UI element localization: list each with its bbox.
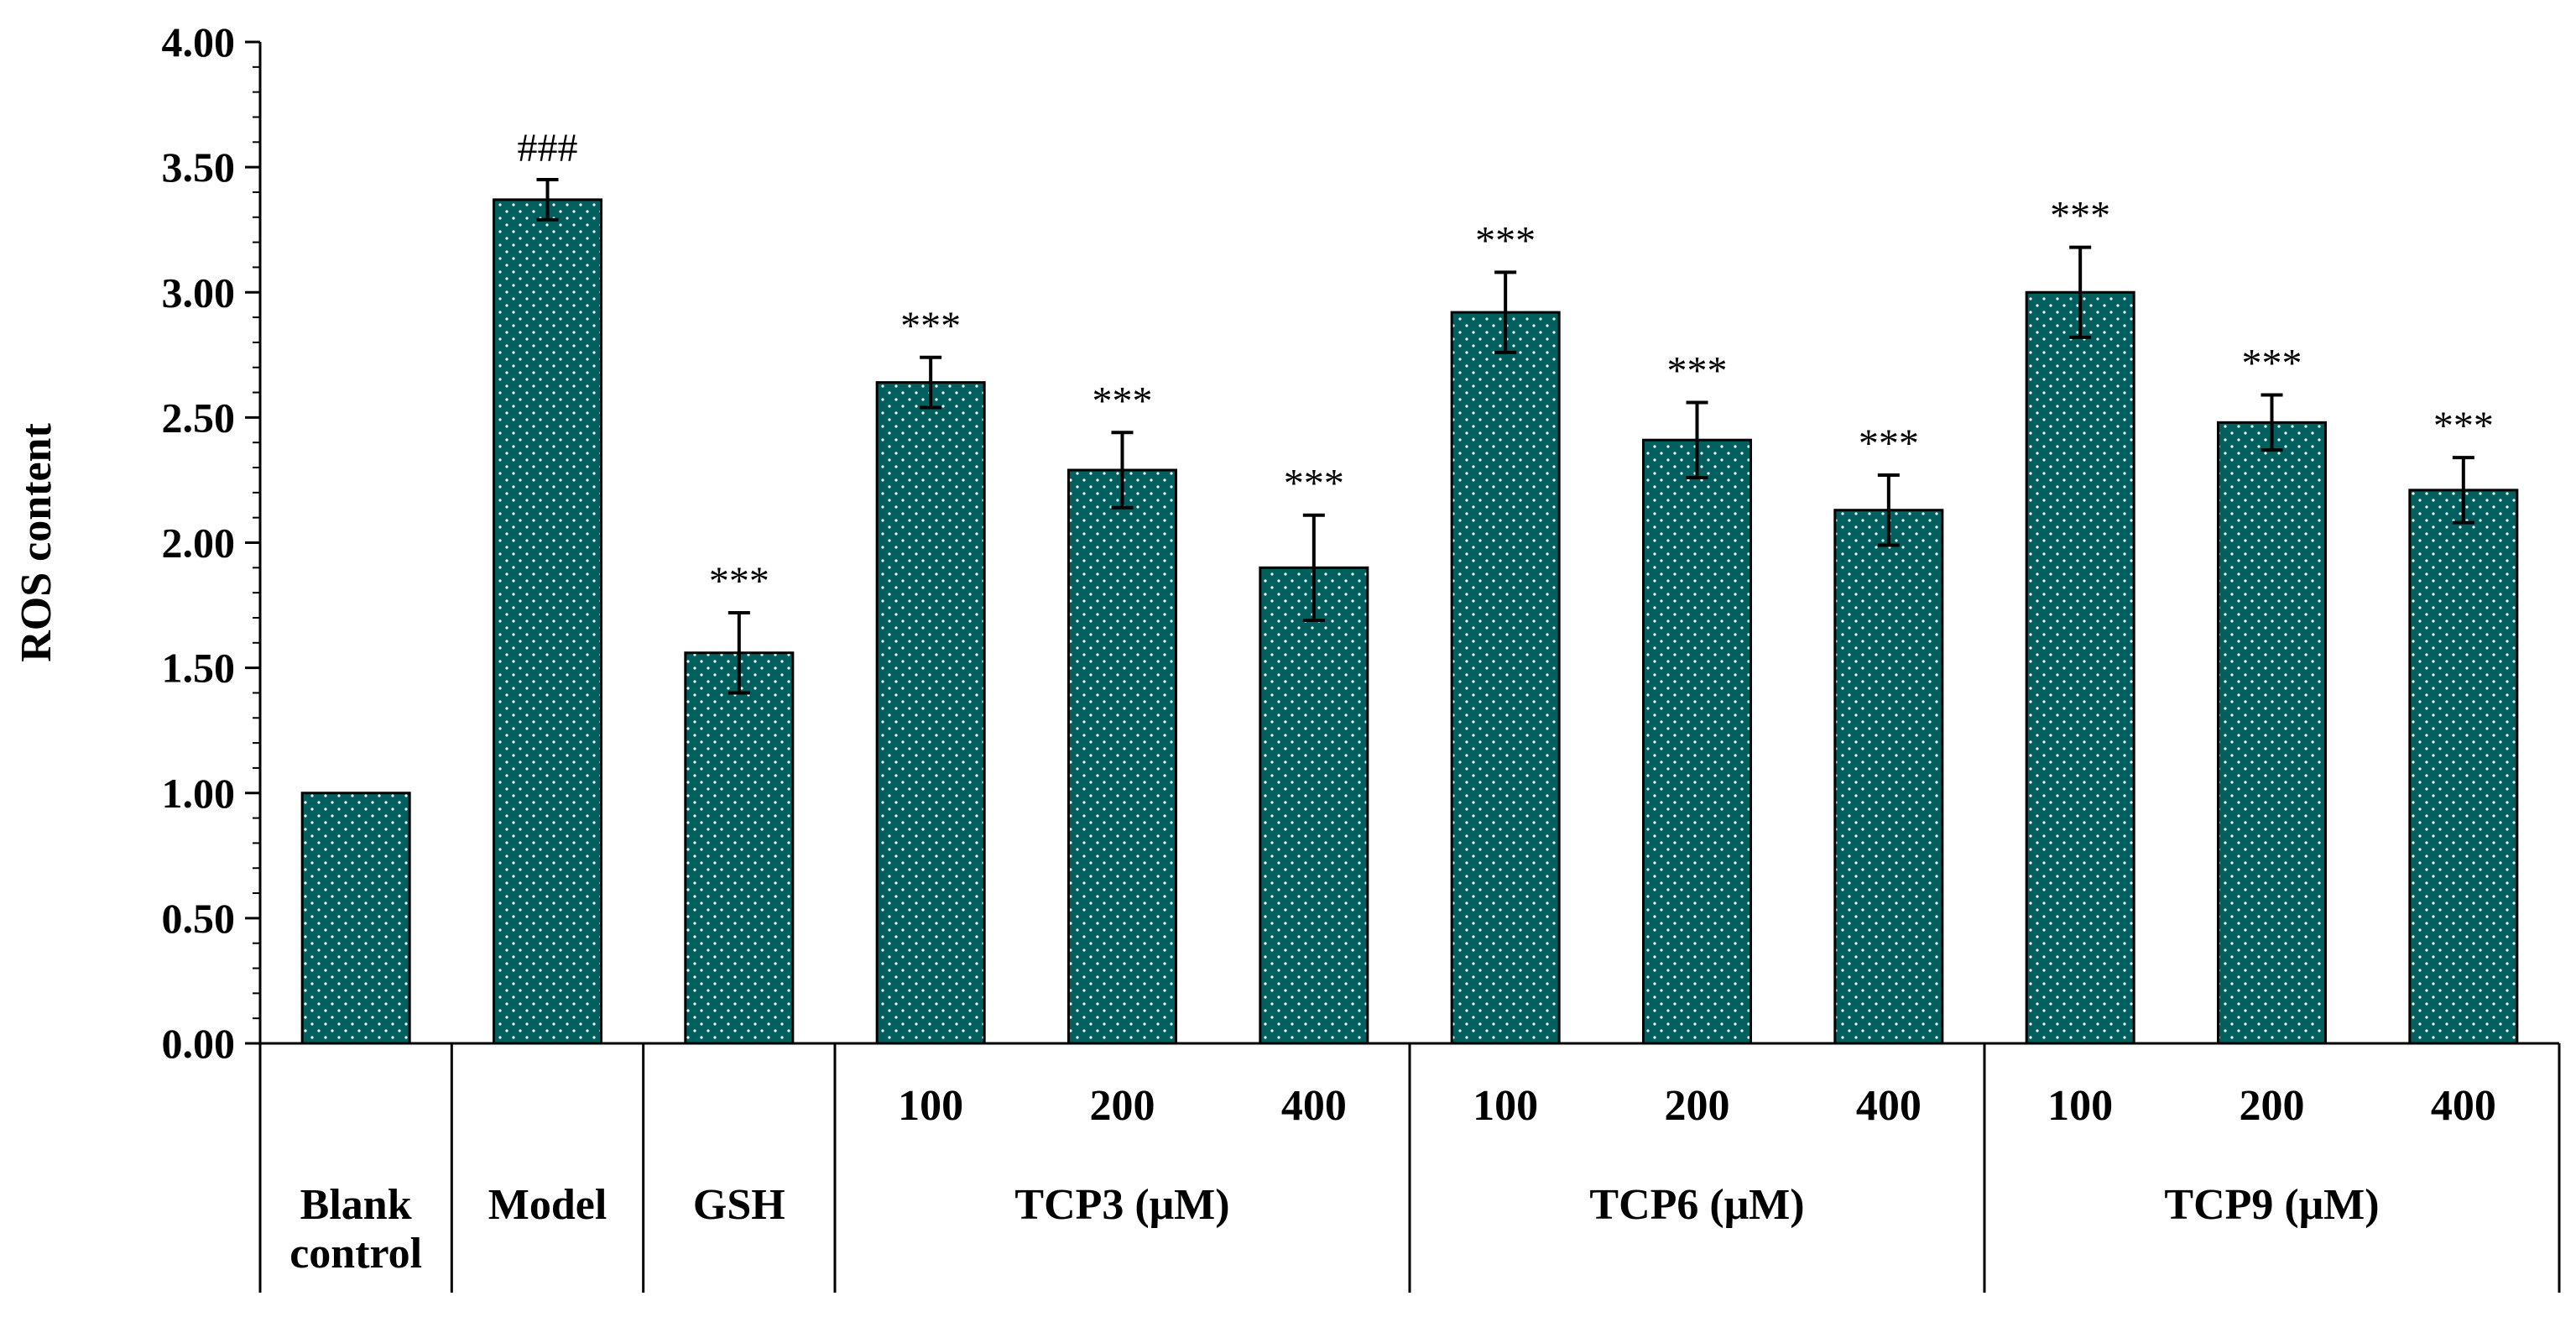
bar [2408, 489, 2519, 1045]
concentration-label: 400 [1856, 1082, 1922, 1130]
significance-label: *** [709, 559, 769, 604]
y-tick-label: 1.00 [162, 770, 236, 817]
significance-label: *** [1667, 348, 1728, 393]
y-tick-label: 0.00 [162, 1020, 236, 1067]
significance-label: *** [1475, 218, 1536, 263]
bar [1833, 509, 1944, 1045]
concentration-label: 400 [1281, 1082, 1347, 1130]
bar [493, 198, 602, 1045]
group-label: TCP3 (μM) [1014, 1181, 1229, 1229]
bar [684, 651, 795, 1045]
group-label: TCP9 (μM) [2164, 1181, 2379, 1229]
concentration-label: 400 [2431, 1082, 2496, 1130]
concentration-label: 200 [1090, 1082, 1155, 1130]
concentration-label: 100 [1473, 1082, 1538, 1130]
category-label: control [289, 1230, 422, 1278]
significance-label: *** [1284, 462, 1344, 506]
y-tick-label: 4.00 [162, 18, 236, 65]
category-label: GSH [693, 1181, 785, 1229]
bar [1642, 438, 1752, 1045]
y-tick-label: 2.00 [162, 520, 236, 567]
bar [300, 792, 411, 1045]
category-label: Blank [300, 1181, 412, 1229]
significance-label: *** [2242, 342, 2302, 386]
category-label: Model [488, 1181, 607, 1229]
axes [245, 40, 2561, 1293]
concentration-label: 200 [1665, 1082, 1730, 1130]
bar [2025, 290, 2135, 1045]
significance-label: ### [518, 126, 578, 170]
y-tick-label: 0.50 [162, 895, 236, 942]
significance-label: *** [1859, 421, 1919, 466]
y-tick-label: 3.00 [162, 269, 236, 316]
labels: 0.00 0.50 1.00 1.50 2.00 2.50 3.00 3.50 4.00 ROS … [13, 18, 2496, 1278]
significance-label: *** [1092, 379, 1153, 423]
bar [2217, 421, 2327, 1045]
y-tick-label: 2.50 [162, 394, 236, 441]
concentration-label: 100 [898, 1082, 963, 1130]
significance-label: *** [900, 304, 961, 348]
y-tick-label: 1.50 [162, 645, 236, 692]
y-tick-label: 3.50 [162, 144, 236, 191]
bar [875, 381, 986, 1045]
concentration-label: 100 [2047, 1082, 2113, 1130]
bar [1067, 468, 1177, 1045]
bars [300, 178, 2519, 1045]
significance-label: *** [2050, 194, 2110, 238]
significance-label: *** [2433, 404, 2494, 448]
concentration-label: 200 [2240, 1082, 2305, 1130]
group-label: TCP6 (μM) [1589, 1181, 1804, 1229]
bar [1259, 566, 1369, 1045]
bar [1450, 311, 1561, 1045]
y-axis-label: ROS content [13, 423, 60, 662]
